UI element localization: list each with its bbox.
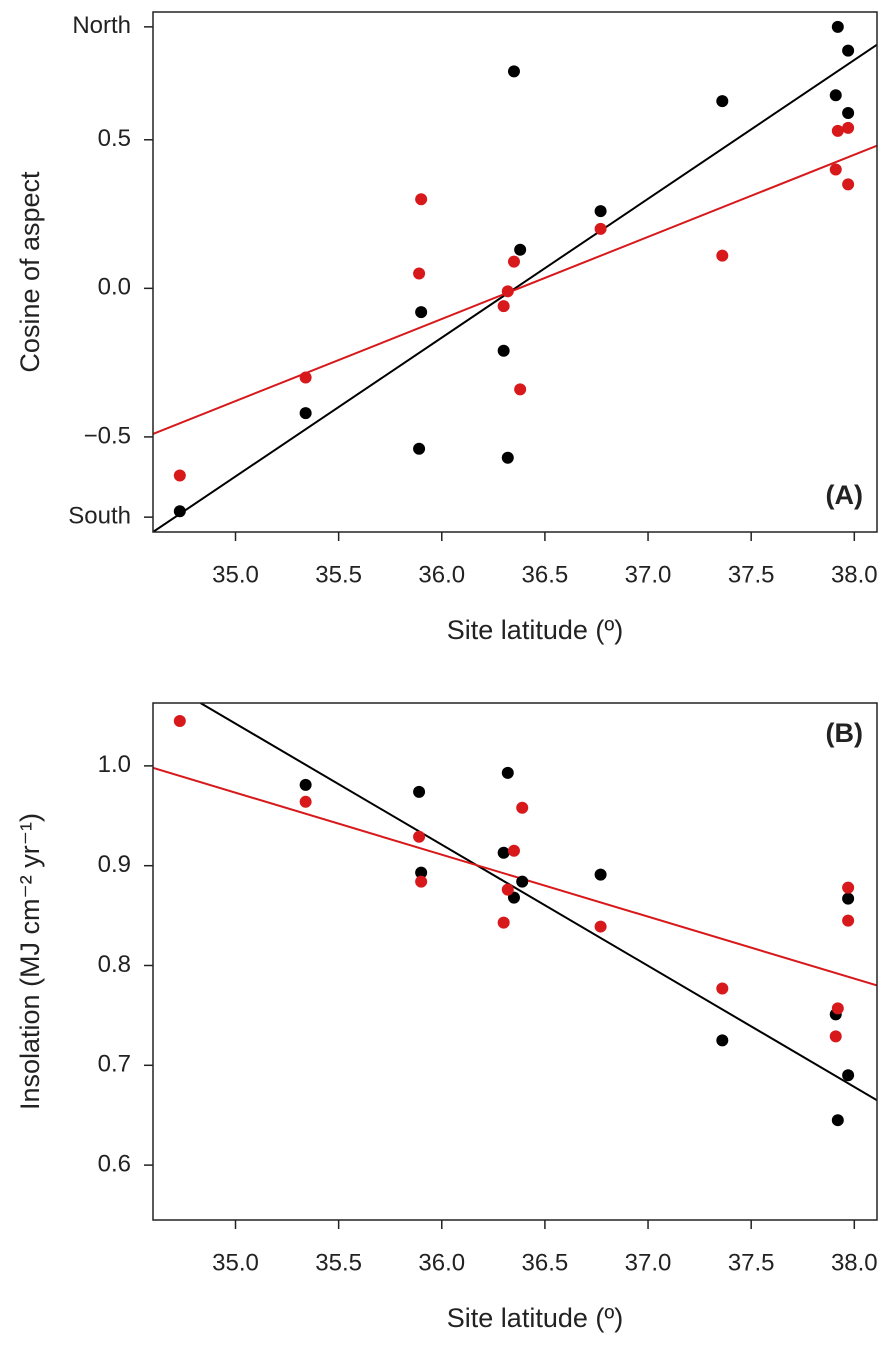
x-tick-label: 37.0 bbox=[625, 1249, 672, 1276]
point bbox=[842, 107, 855, 120]
plot-frame bbox=[152, 702, 878, 1221]
panel: 35.0 35.5 36.0 36.5 37.0 37.5 38.0 0.6 0.7 0.8 0.9… bbox=[15, 702, 878, 1333]
point bbox=[831, 124, 844, 137]
point bbox=[842, 121, 855, 134]
point bbox=[594, 222, 607, 235]
point bbox=[173, 505, 186, 518]
y-tick-label: −0.5 bbox=[84, 422, 131, 449]
x-tick-label: 35.5 bbox=[315, 561, 362, 588]
point bbox=[497, 344, 510, 357]
x-tick-label: 35.0 bbox=[212, 1249, 259, 1276]
y-tick-label: 0.8 bbox=[98, 951, 131, 978]
x-tick-label: 37.5 bbox=[728, 1249, 775, 1276]
point bbox=[173, 469, 186, 482]
y-tick-label: 0.0 bbox=[98, 274, 131, 301]
y-tick-label: 0.9 bbox=[98, 851, 131, 878]
point bbox=[415, 866, 428, 879]
y-tick-label: North bbox=[72, 12, 131, 39]
point bbox=[842, 881, 855, 894]
y-tick-label: 0.6 bbox=[98, 1150, 131, 1177]
point bbox=[507, 65, 520, 78]
point bbox=[413, 785, 426, 798]
x-tick-label: 37.0 bbox=[625, 561, 672, 588]
point bbox=[514, 383, 527, 396]
point bbox=[842, 178, 855, 191]
point bbox=[716, 95, 729, 108]
x-tick-label: 36.5 bbox=[522, 1249, 569, 1276]
x-tick-label: 35.5 bbox=[315, 1249, 362, 1276]
point bbox=[415, 193, 428, 206]
point bbox=[497, 846, 510, 859]
point bbox=[173, 714, 186, 727]
y-axis-title: Cosine of aspect bbox=[15, 171, 45, 373]
point bbox=[594, 205, 607, 218]
x-tick-label: 36.0 bbox=[418, 561, 465, 588]
x-axis-title: Site latitude (º) bbox=[447, 615, 623, 645]
x-tick-label: 38.0 bbox=[831, 1249, 878, 1276]
point bbox=[842, 44, 855, 57]
fit-line bbox=[153, 144, 877, 435]
y-tick-label: 1.0 bbox=[98, 751, 131, 778]
y-tick-label: 0.5 bbox=[98, 125, 131, 152]
point bbox=[507, 844, 520, 857]
point bbox=[497, 916, 510, 929]
point bbox=[415, 306, 428, 319]
point bbox=[516, 875, 529, 888]
y-tick-label: South bbox=[68, 502, 131, 529]
panel-label: (A) bbox=[826, 480, 863, 510]
point bbox=[842, 1069, 855, 1082]
x-tick-label: 37.5 bbox=[728, 561, 775, 588]
point bbox=[501, 883, 514, 896]
fit-line bbox=[153, 43, 877, 532]
point bbox=[501, 766, 514, 779]
y-tick-label: 0.7 bbox=[98, 1051, 131, 1078]
y-axis-title: Insolation (MJ cm⁻² yr⁻¹) bbox=[15, 813, 45, 1110]
fit-line bbox=[153, 766, 877, 987]
plot-area bbox=[153, 20, 877, 532]
panel-label: (B) bbox=[826, 718, 863, 748]
plot-frame bbox=[152, 11, 878, 533]
point bbox=[716, 982, 729, 995]
point bbox=[831, 1002, 844, 1015]
point bbox=[831, 20, 844, 33]
x-tick-label: 36.5 bbox=[522, 561, 569, 588]
point bbox=[299, 371, 312, 384]
point bbox=[501, 285, 514, 298]
point bbox=[497, 300, 510, 313]
x-tick-label: 38.0 bbox=[831, 561, 878, 588]
point bbox=[594, 868, 607, 881]
point bbox=[299, 778, 312, 791]
x-axis-title: Site latitude (º) bbox=[447, 1303, 623, 1333]
plot-area bbox=[153, 703, 877, 1127]
point bbox=[829, 89, 842, 102]
point bbox=[413, 442, 426, 455]
point bbox=[716, 249, 729, 262]
point bbox=[299, 795, 312, 808]
point bbox=[831, 1114, 844, 1127]
point bbox=[413, 267, 426, 280]
point bbox=[842, 914, 855, 927]
x-tick-label: 35.0 bbox=[212, 561, 259, 588]
point bbox=[413, 830, 426, 843]
point bbox=[507, 255, 520, 268]
panel: 35.0 35.5 36.0 36.5 37.0 37.5 38.0 South −0.5 0.0… bbox=[15, 11, 878, 645]
point bbox=[829, 163, 842, 176]
point bbox=[501, 451, 514, 464]
x-tick-label: 36.0 bbox=[418, 1249, 465, 1276]
fit-line bbox=[199, 703, 877, 1102]
point bbox=[594, 920, 607, 933]
point bbox=[514, 243, 527, 256]
point bbox=[415, 875, 428, 888]
point bbox=[716, 1034, 729, 1047]
point bbox=[842, 892, 855, 905]
point bbox=[829, 1030, 842, 1043]
point bbox=[516, 801, 529, 814]
point bbox=[299, 407, 312, 420]
